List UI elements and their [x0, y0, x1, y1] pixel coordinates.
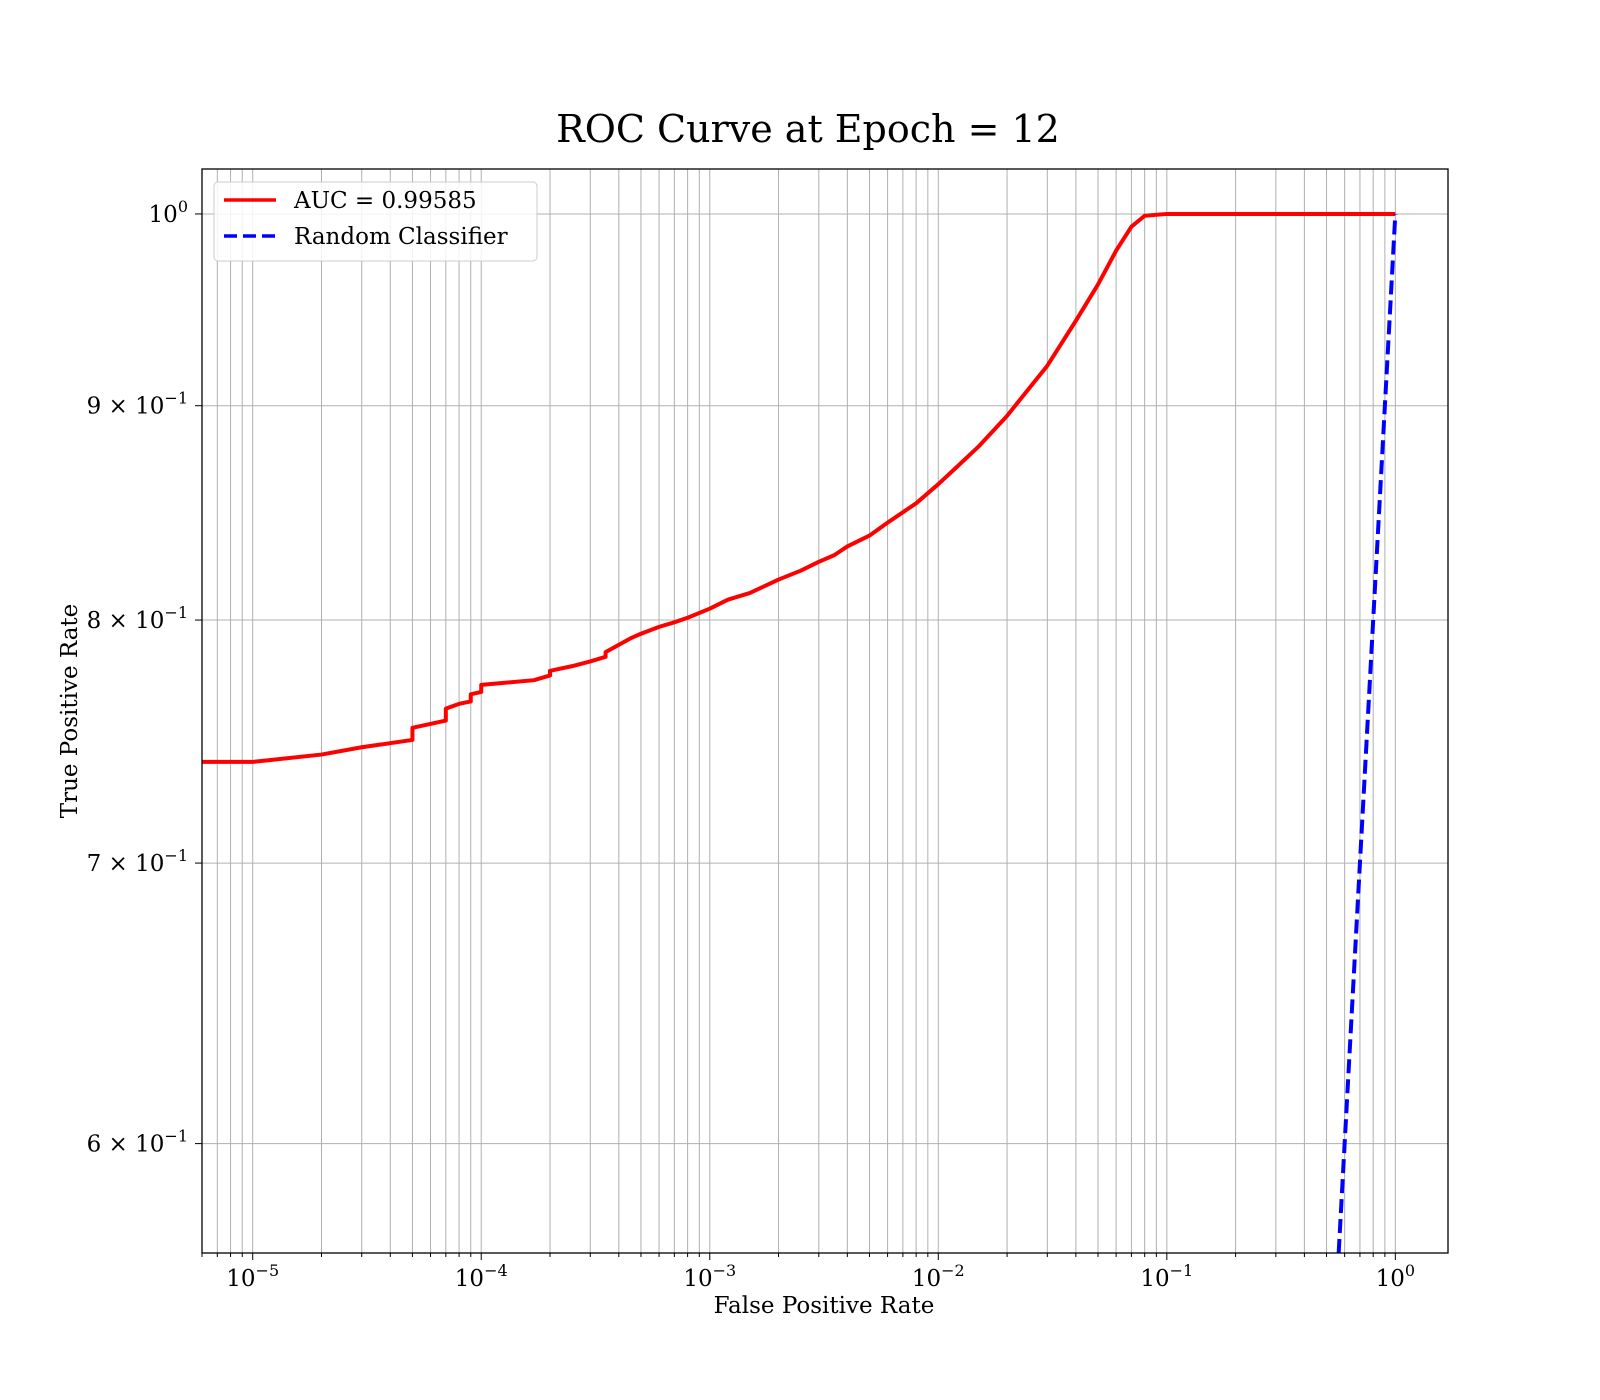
x-tick-label: 100 — [1376, 1261, 1415, 1292]
legend-label-auc: AUC = 0.99585 — [293, 188, 477, 214]
y-tick-label: 7 × 10−1 — [87, 846, 188, 877]
x-tick-label: 10−2 — [912, 1261, 965, 1292]
x-axis-ticks: 10−5 10−4 10−3 10−2 10−1 100 — [201, 1253, 1415, 1292]
x-tick-label: 10−4 — [455, 1261, 508, 1292]
x-tick-label: 10−1 — [1140, 1261, 1193, 1292]
y-tick-label: 8 × 10−1 — [87, 603, 188, 634]
grid — [201, 169, 1448, 1253]
y-axis-ticks: 100 9 × 10−1 8 × 10−1 7 × 10−1 6 × 10−1 — [87, 197, 202, 1158]
y-axis-label: True Positive Rate — [57, 604, 83, 819]
x-axis-label: False Positive Rate — [714, 1293, 935, 1319]
plot-series — [202, 211, 1398, 1254]
y-tick-label: 9 × 10−1 — [87, 389, 188, 420]
chart-title: ROC Curve at Epoch = 12 — [556, 107, 1060, 151]
roc-curve-line — [202, 211, 1396, 764]
y-tick-label: 6 × 10−1 — [87, 1127, 188, 1158]
y-tick-label: 100 — [149, 197, 188, 228]
x-tick-label: 10−5 — [226, 1261, 279, 1292]
plot-frame — [201, 168, 1449, 1254]
random-classifier-line — [1336, 213, 1398, 1254]
legend-label-random: Random Classifier — [294, 224, 508, 250]
x-tick-label: 10−3 — [683, 1261, 736, 1292]
legend-box — [213, 181, 538, 262]
legend: AUC = 0.99585 Random Classifier — [213, 181, 538, 262]
